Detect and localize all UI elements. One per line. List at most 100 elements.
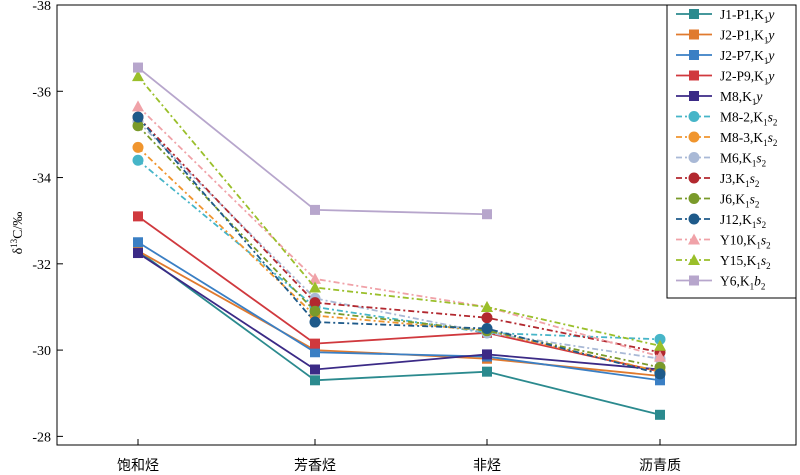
legend-label-subscript: 1: [756, 241, 761, 251]
legend-label-italic: s: [761, 253, 766, 268]
legend-label-subscript: 1: [764, 36, 769, 46]
legend-item: M6,K1s2: [676, 151, 766, 169]
legend-label: J6,K1s2: [720, 192, 759, 210]
data-point: [132, 100, 144, 112]
legend-marker: [688, 233, 700, 245]
series-line: [137, 66, 488, 216]
data-point: [310, 364, 320, 375]
legend-label-base: J6,K: [720, 192, 745, 207]
legend-marker: [688, 152, 700, 163]
legend-label: M8-3,K1s2: [720, 130, 777, 148]
legend-label-italic: s: [750, 171, 755, 186]
series-4: [133, 211, 665, 377]
series-10: [132, 120, 666, 373]
legend-label-subscript2: 2: [762, 159, 767, 169]
legend-label-subscript2: 2: [766, 261, 771, 271]
legend-label: M8-2,K1s2: [720, 110, 777, 128]
y-tick-label: -28: [32, 430, 51, 445]
y-axis-label: δ13C/‰: [9, 212, 26, 255]
legend-item: J2-P1,K1y: [676, 28, 774, 46]
data-point: [132, 154, 144, 166]
series-line: [137, 116, 661, 354]
legend-item: J1-P1,K1y: [676, 7, 774, 25]
series-1: [133, 245, 665, 420]
legend-label-base: Y15,K: [720, 253, 757, 268]
legend-label-italic: b: [754, 274, 761, 289]
legend-label-base: J2-P9,K: [720, 69, 764, 84]
y-tick-label: -38: [32, 0, 51, 14]
legend-label-base: Y6,K: [720, 274, 750, 289]
legend-marker: [689, 9, 699, 19]
legend-label-subscript: 1: [752, 159, 757, 169]
x-tick-label: 饱和烃: [117, 458, 159, 474]
legend-label-base: J2-P7,K: [720, 48, 764, 63]
legend-label-subscript: 1: [752, 220, 757, 230]
legend-item: J2-P7,K1y: [676, 48, 774, 66]
series-line: [137, 159, 661, 341]
legend-item: J12,K1s2: [676, 212, 766, 230]
data-point: [133, 62, 143, 73]
data-point: [482, 366, 492, 377]
legend-label-base: J12,K: [720, 212, 752, 227]
data-point: [310, 204, 320, 215]
data-point: [310, 338, 320, 349]
legend-label-italic: s: [756, 151, 761, 166]
series-8: [132, 115, 666, 365]
y-axis-label-superscript: 13: [9, 238, 19, 248]
legend-box: [666, 4, 797, 299]
series-14: [133, 62, 492, 220]
legend-label: Y6,K1b2: [720, 274, 765, 292]
data-point: [482, 209, 492, 220]
x-tick-label: 非烃: [473, 458, 501, 474]
data-point: [133, 248, 143, 259]
data-point: [309, 281, 321, 293]
legend-label: J2-P1,K1y: [720, 28, 774, 46]
legend-label-subscript: 1: [764, 77, 769, 87]
series-7: [132, 141, 666, 378]
series-13: [132, 70, 666, 351]
series-line: [137, 116, 661, 375]
legend-marker: [689, 29, 699, 40]
legend-label-base: J1-P1,K: [720, 7, 764, 22]
data-point: [482, 349, 492, 360]
x-tick-label: 芳香烃: [294, 457, 336, 474]
series-line: [137, 75, 661, 347]
legend-label-subscript2: 2: [762, 220, 767, 230]
data-point: [655, 375, 665, 386]
legend-label: J1-P1,K1y: [720, 7, 774, 25]
data-point: [309, 305, 321, 317]
x-tick-label: 沥青质: [639, 458, 681, 474]
legend-label-base: J2-P1,K: [720, 28, 764, 43]
legend-marker: [688, 111, 700, 122]
data-point: [310, 375, 320, 386]
series-line: [137, 215, 661, 373]
legend-label: M8,K1y: [720, 89, 762, 107]
data-point: [481, 312, 493, 324]
legend-item: M8-2,K1s2: [676, 110, 777, 128]
legend-marker: [688, 172, 700, 184]
data-point: [654, 368, 666, 380]
data-point: [654, 333, 666, 345]
legend-label-italic: s: [768, 130, 773, 145]
legend-item: J3,K1s2: [676, 171, 759, 189]
data-point: [309, 316, 321, 328]
legend-item: Y15,K1s2: [676, 253, 771, 271]
legend-label-italic: y: [754, 89, 762, 104]
legend-label-base: M8,K: [720, 89, 752, 104]
data-point: [133, 211, 143, 222]
legend-label-subscript: 1: [745, 179, 750, 189]
series-layer: [132, 62, 666, 420]
legend-item: Y6,K1b2: [676, 274, 765, 292]
y-tick-label: -36: [32, 85, 51, 100]
series-line: [137, 105, 661, 358]
data-point: [654, 339, 666, 351]
legend-label-base: Y10,K: [720, 233, 757, 248]
series-11: [132, 111, 666, 380]
data-point: [133, 237, 143, 248]
series-12: [132, 100, 666, 362]
legend-label-italic: s: [756, 212, 761, 227]
legend-label: J2-P9,K1y: [720, 69, 774, 87]
y-tick-label: -34: [32, 172, 51, 187]
series-6: [132, 154, 666, 345]
legend-label-subscript: 1: [745, 200, 750, 210]
